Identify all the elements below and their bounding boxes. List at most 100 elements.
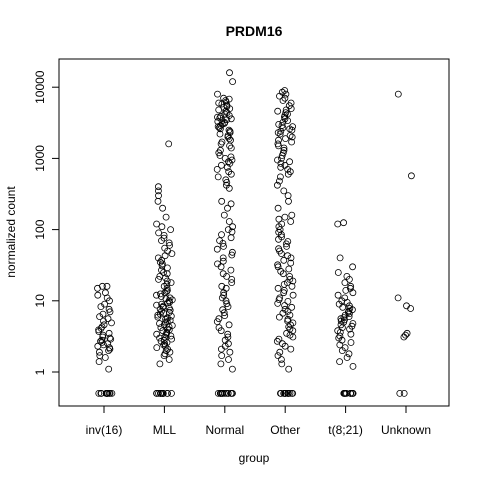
point-0-43 [97, 303, 105, 311]
point-2-127 [226, 69, 233, 77]
point-1-13 [157, 389, 165, 397]
point-1-94 [168, 250, 176, 258]
point-0-17 [105, 347, 112, 355]
point-4-11 [349, 389, 357, 397]
point-4-59 [336, 254, 344, 262]
point-3-34 [275, 313, 283, 321]
point-4-48 [341, 294, 349, 302]
plot-frame [58, 58, 450, 407]
point-2-83 [216, 146, 224, 154]
point-0-29 [99, 331, 107, 339]
point-1-89 [158, 260, 166, 268]
point-3-114 [289, 123, 297, 130]
point-3-91 [277, 163, 285, 171]
point-2-13 [222, 389, 230, 397]
point-2-30 [221, 312, 229, 320]
point-2-12 [217, 389, 225, 397]
point-2-108 [214, 113, 221, 121]
point-2-49 [219, 254, 227, 262]
point-1-90 [156, 258, 164, 266]
point-3-7 [289, 389, 297, 397]
point-1-91 [158, 256, 166, 264]
y-tick-label-0: 1 [33, 368, 47, 375]
point-1-97 [166, 241, 174, 249]
point-3-52 [289, 277, 297, 285]
point-0-13 [95, 358, 103, 366]
point-4-61 [340, 219, 348, 227]
point-5-1 [396, 389, 404, 397]
point-1-100 [160, 234, 168, 242]
point-4-44 [345, 302, 353, 310]
point-3-82 [285, 197, 292, 205]
point-2-40 [218, 282, 226, 290]
point-1-22 [153, 344, 161, 352]
point-4-54 [341, 279, 349, 287]
series-3 [273, 87, 297, 397]
x-tick-label-5: Unknown [381, 423, 431, 437]
point-2-45 [227, 266, 235, 274]
point-3-128 [287, 99, 295, 107]
point-2-95 [225, 126, 233, 134]
point-0-6 [95, 389, 103, 397]
point-2-27 [225, 321, 233, 329]
point-3-16 [277, 356, 285, 363]
point-5-2 [400, 333, 408, 341]
point-3-13 [284, 389, 292, 397]
point-4-53 [347, 282, 355, 290]
point-0-44 [101, 300, 108, 308]
y-axis: 1 10 100 1000 10000 [33, 70, 59, 375]
point-2-109 [217, 112, 225, 120]
point-1-73 [161, 289, 169, 297]
point-1-72 [157, 290, 164, 298]
point-2-16 [225, 356, 232, 363]
point-3-18 [276, 348, 284, 356]
point-1-9 [155, 389, 162, 397]
point-1-92 [154, 254, 162, 262]
point-1-15 [156, 360, 164, 368]
point-3-67 [283, 242, 291, 250]
point-3-36 [279, 309, 287, 317]
point-0-12 [105, 365, 113, 373]
point-3-62 [287, 254, 295, 262]
point-1-103 [167, 226, 175, 234]
point-0-47 [94, 291, 102, 299]
point-0-10 [104, 389, 112, 397]
point-0-35 [100, 321, 108, 329]
point-0-14 [101, 354, 109, 361]
data-points [94, 69, 415, 397]
point-3-42 [284, 297, 292, 305]
point-2-15 [217, 360, 225, 368]
point-1-101 [160, 231, 168, 239]
point-1-108 [154, 197, 162, 205]
point-2-14 [228, 365, 236, 373]
point-0-48 [102, 289, 109, 297]
point-1-14 [159, 389, 167, 397]
point-1-20 [162, 347, 170, 355]
x-tick-label-2: Normal [205, 423, 244, 437]
point-0-40 [99, 310, 107, 318]
point-1-112 [165, 140, 173, 148]
point-2-125 [214, 90, 221, 98]
point-3-79 [281, 213, 289, 221]
point-3-60 [287, 259, 295, 267]
point-0-38 [104, 315, 112, 323]
point-2-42 [228, 275, 236, 283]
point-3-17 [274, 352, 282, 360]
point-2-73 [213, 165, 221, 173]
point-3-106 [288, 133, 296, 141]
point-2-33 [224, 303, 232, 311]
point-3-81 [274, 204, 282, 212]
point-2-70 [214, 173, 222, 181]
point-1-99 [158, 237, 165, 245]
point-5-9 [394, 90, 402, 98]
point-2-17 [218, 352, 226, 360]
point-0-24 [97, 337, 104, 345]
point-3-86 [275, 177, 283, 185]
point-2-63 [224, 204, 231, 212]
point-3-87 [276, 173, 284, 181]
y-tick-label-3: 1000 [33, 145, 47, 172]
point-1-70 [157, 293, 165, 300]
point-1-83 [156, 272, 164, 280]
point-3-53 [286, 275, 294, 283]
point-3-124 [274, 107, 282, 115]
